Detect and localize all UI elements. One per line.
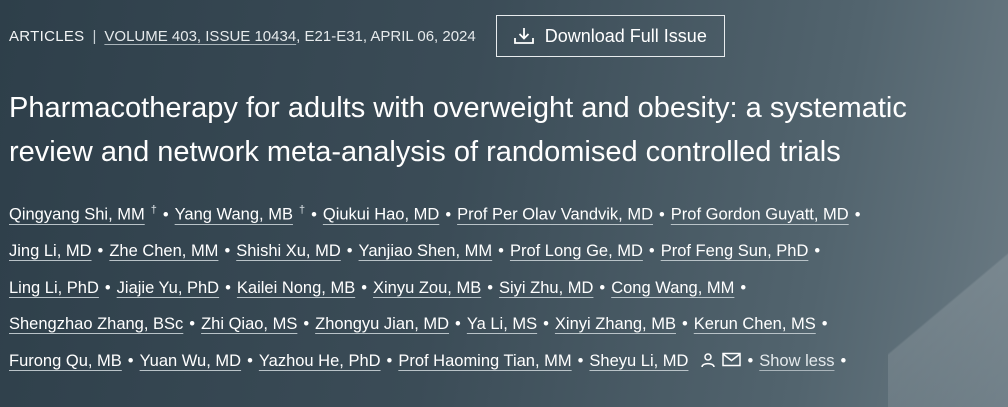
author-separator: • bbox=[224, 242, 231, 260]
author-separator: • bbox=[386, 351, 393, 370]
author-link[interactable]: Yuan Wu, MD bbox=[139, 351, 242, 370]
author-link[interactable]: Yanjiao Shen, MM bbox=[358, 242, 493, 260]
author-separator: • bbox=[127, 351, 134, 370]
corresponding-author-icons bbox=[700, 352, 742, 368]
author-link[interactable]: Prof Per Olav Vandvik, MD bbox=[457, 205, 654, 224]
volume-issue-link[interactable]: VOLUME 403, ISSUE 10434 bbox=[104, 27, 297, 45]
author-separator: • bbox=[821, 315, 828, 333]
article-meta-bar: ARTICLES | VOLUME 403, ISSUE 10434 , E21… bbox=[9, 14, 725, 58]
section-label: ARTICLES bbox=[9, 27, 85, 45]
author-link[interactable]: Cong Wang, MM bbox=[611, 278, 735, 297]
author-separator: • bbox=[97, 242, 104, 260]
author-link[interactable]: Ling Li, PhD bbox=[9, 278, 99, 297]
author-link[interactable]: Prof Feng Sun, PhD bbox=[660, 242, 809, 260]
author-separator: • bbox=[455, 315, 461, 333]
author-separator: • bbox=[681, 315, 688, 333]
author-link[interactable]: Zhi Qiao, MS bbox=[201, 315, 298, 333]
author-link[interactable]: Yazhou He, PhD bbox=[258, 351, 381, 370]
person-icon[interactable] bbox=[700, 352, 716, 368]
author-separator: • bbox=[104, 278, 111, 297]
author-link[interactable]: Zhe Chen, MM bbox=[109, 242, 219, 260]
download-full-issue-button[interactable]: Download Full Issue bbox=[495, 15, 725, 57]
author-separator: • bbox=[648, 242, 655, 260]
author-link[interactable]: Ya Li, MS bbox=[466, 315, 538, 333]
author-separator: • bbox=[543, 315, 549, 333]
author-link[interactable]: Prof Haoming Tian, MM bbox=[398, 351, 572, 370]
author-separator: • bbox=[747, 351, 754, 370]
author-link[interactable]: Yang Wang, MB bbox=[174, 205, 293, 224]
author-separator: • bbox=[740, 278, 747, 297]
author-separator: • bbox=[577, 351, 584, 370]
author-link[interactable]: Zhongyu Jian, MD bbox=[315, 315, 450, 333]
separator: | bbox=[92, 27, 97, 45]
author-separator: • bbox=[346, 242, 353, 260]
author-list: Qingyang Shi, MM † • Yang Wang, MB † • Qiukui … bbox=[9, 192, 994, 379]
author-separator: • bbox=[361, 278, 367, 297]
author-link[interactable]: Qiukui Hao, MD bbox=[322, 205, 440, 224]
author-separator: • bbox=[303, 315, 310, 333]
author-link[interactable]: Furong Qu, MB bbox=[9, 351, 122, 370]
mail-icon[interactable] bbox=[722, 352, 742, 367]
author-link[interactable]: Jing Li, MD bbox=[9, 242, 92, 260]
author-separator: • bbox=[498, 242, 504, 260]
author-separator: • bbox=[162, 205, 169, 224]
author-link[interactable]: Kerun Chen, MS bbox=[693, 315, 816, 333]
author-separator: • bbox=[189, 315, 196, 333]
author-separator: • bbox=[599, 278, 606, 297]
author-link[interactable]: Siyi Zhu, MD bbox=[498, 278, 594, 297]
article-title: Pharmacotherapy for adults with overweig… bbox=[9, 92, 907, 168]
equal-contribution-mark: † bbox=[150, 204, 157, 216]
author-link[interactable]: Xinyu Zou, MB bbox=[372, 278, 482, 297]
author-link[interactable]: Jiajie Yu, PhD bbox=[116, 278, 220, 297]
show-less-link[interactable]: Show less bbox=[759, 351, 835, 370]
author-separator: • bbox=[445, 205, 452, 224]
author-link[interactable]: Prof Gordon Guyatt, MD bbox=[670, 205, 849, 224]
author-link[interactable]: Kailei Nong, MB bbox=[236, 278, 356, 297]
author-link[interactable]: Xinyi Zhang, MB bbox=[554, 315, 676, 333]
author-link[interactable]: Prof Long Ge, MD bbox=[509, 242, 643, 260]
author-link[interactable]: Shishi Xu, MD bbox=[236, 242, 341, 260]
author-separator: • bbox=[487, 278, 493, 297]
author-separator: • bbox=[814, 242, 821, 260]
author-separator: • bbox=[854, 205, 861, 224]
author-separator: • bbox=[311, 205, 317, 224]
author-separator: • bbox=[659, 205, 665, 224]
author-separator: • bbox=[840, 351, 847, 370]
download-label: Download Full Issue bbox=[544, 25, 707, 46]
author-link[interactable]: Qingyang Shi, MM bbox=[9, 205, 145, 224]
author-separator: • bbox=[247, 351, 253, 370]
author-separator: • bbox=[225, 278, 231, 297]
author-link[interactable]: Shengzhao Zhang, BSc bbox=[9, 315, 184, 333]
equal-contribution-mark: † bbox=[298, 204, 306, 216]
pages-date: , E21-E31, APRIL 06, 2024 bbox=[296, 27, 476, 45]
author-link[interactable]: Sheyu Li, MD bbox=[589, 351, 689, 370]
download-icon bbox=[513, 28, 534, 44]
